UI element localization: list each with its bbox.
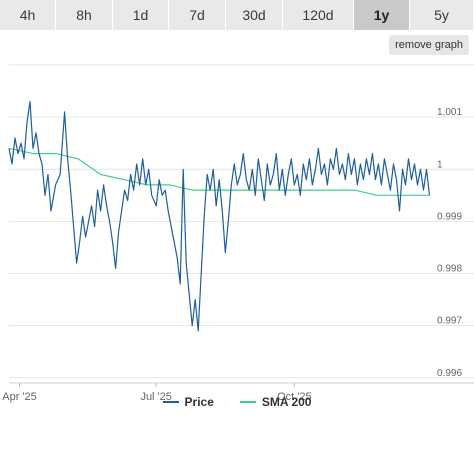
y-tick-label: 0.998 xyxy=(437,264,462,275)
y-axis: 0.996 0.997 0.998 0.999 1 1.001 xyxy=(437,107,462,379)
x-tick-label: Apr '25 xyxy=(2,391,37,403)
legend-sma-swatch xyxy=(239,401,256,403)
tab-120d[interactable]: 120d xyxy=(283,0,354,30)
tab-5y[interactable]: 5y xyxy=(410,0,474,30)
tab-8h[interactable]: 8h xyxy=(56,0,113,30)
grid-lines xyxy=(9,64,474,384)
timeframe-tabs: 4h 8h 1d 7d 30d 120d 1y 5y xyxy=(0,0,474,30)
remove-graph-button[interactable]: remove graph xyxy=(389,35,469,55)
price-series xyxy=(8,100,431,332)
legend-item-price[interactable]: Price xyxy=(162,395,214,409)
tab-7d[interactable]: 7d xyxy=(169,0,226,30)
x-tick-label: Oct '25 xyxy=(277,391,312,403)
legend-sma-label: SMA 200 xyxy=(261,395,312,409)
y-tick-label: 1 xyxy=(437,159,443,170)
tab-30d[interactable]: 30d xyxy=(226,0,283,30)
tab-1y[interactable]: 1y xyxy=(354,0,410,30)
legend: Price SMA 200 xyxy=(0,392,474,412)
y-tick-label: 0.997 xyxy=(437,316,462,327)
tab-4h[interactable]: 4h xyxy=(0,0,56,30)
x-tick-label: Jul '25 xyxy=(140,391,171,403)
legend-price-swatch xyxy=(162,401,179,403)
x-axis: Apr '25 Jul '25 Oct '25 xyxy=(2,383,312,403)
y-tick-label: 0.996 xyxy=(437,368,462,379)
y-tick-label: 1.001 xyxy=(437,107,462,118)
legend-price-label: Price xyxy=(184,395,214,409)
y-tick-label: 0.999 xyxy=(437,211,462,222)
legend-item-sma[interactable]: SMA 200 xyxy=(239,395,312,409)
sma-series xyxy=(8,147,430,196)
series-line xyxy=(8,100,431,332)
series-line xyxy=(8,147,430,196)
tab-1d[interactable]: 1d xyxy=(113,0,169,30)
